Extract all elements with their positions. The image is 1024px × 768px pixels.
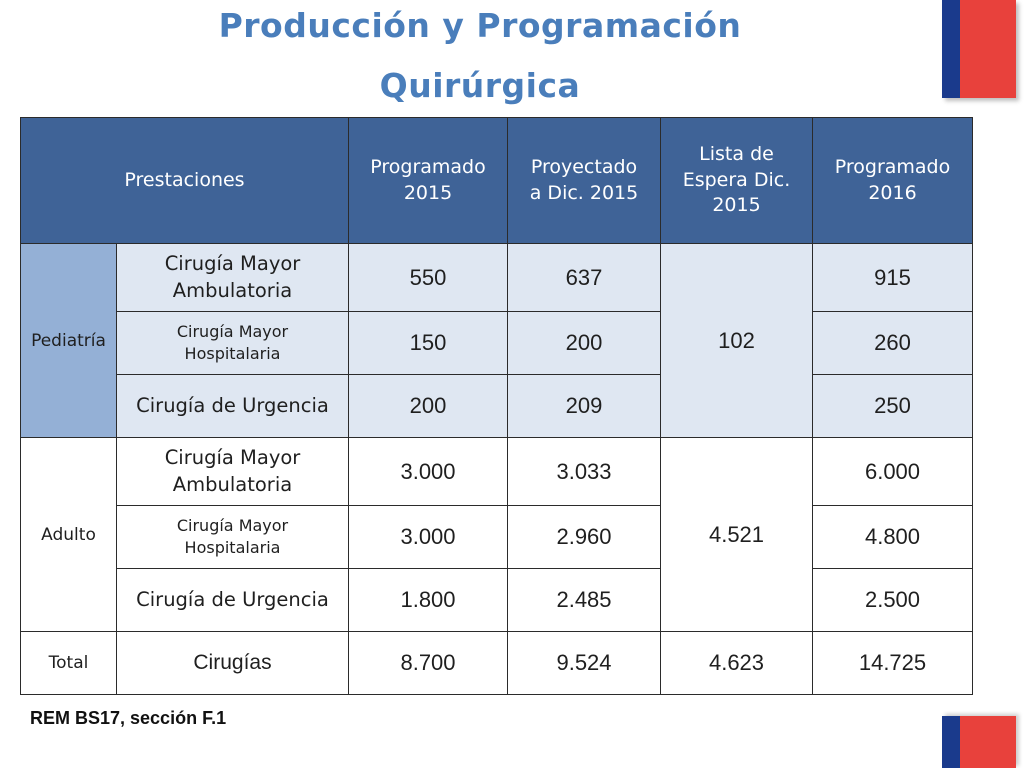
programado-2016-cell: 14.725: [812, 631, 973, 695]
table-row: Cirugía de Urgencia 1.800 2.485 2.500: [21, 568, 973, 632]
programado-2015-cell: 1.800: [348, 568, 508, 632]
prestacion-cell: Cirugía de Urgencia: [116, 374, 349, 438]
group-label-total: Total: [20, 631, 117, 695]
table-row: Cirugía de Urgencia 200 209 250: [21, 374, 973, 438]
header-proyectado: Proyectado a Dic. 2015: [507, 117, 661, 244]
prestacion-cell: Cirugía Mayor Ambulatoria: [116, 437, 349, 506]
programado-2016-cell: 915: [812, 243, 973, 312]
proyectado-cell: 2.485: [507, 568, 661, 632]
proyectado-cell: 209: [507, 374, 661, 438]
lista-espera-cell: 4.521: [660, 437, 813, 632]
proyectado-cell: 637: [507, 243, 661, 312]
proyectado-cell: 2.960: [507, 505, 661, 569]
header-lista-espera: Lista de Espera Dic. 2015: [660, 117, 813, 244]
prestacion-cell: Cirugía de Urgencia: [116, 568, 349, 632]
programado-2016-cell: 250: [812, 374, 973, 438]
programado-2016-cell: 260: [812, 311, 973, 375]
programado-2015-cell: 3.000: [348, 437, 508, 506]
page-title-line-2: Quirúrgica: [379, 66, 581, 105]
table-row: Adulto Cirugía Mayor Ambulatoria 3.000 3…: [20, 437, 973, 632]
programado-2015-cell: 550: [348, 243, 508, 312]
table-header-row: Prestaciones Programado 2015 Proyectado …: [20, 117, 973, 244]
table-row: Cirugía Mayor Hospitalaria 3.000 2.960 4…: [21, 505, 973, 569]
prestacion-cell: Cirugía Mayor Ambulatoria: [116, 243, 349, 312]
chile-flag-top-icon: [942, 0, 1016, 98]
lista-espera-cell: 102: [660, 243, 813, 438]
programado-2015-cell: 8.700: [348, 631, 508, 695]
group-label-adulto: Adulto: [20, 437, 117, 632]
chile-flag-bottom-icon: [942, 716, 1016, 768]
header-programado-2015: Programado 2015: [348, 117, 508, 244]
lista-espera-cell: 4.623: [660, 631, 813, 695]
programado-2015-cell: 150: [348, 311, 508, 375]
prestacion-cell: Cirugías: [116, 631, 349, 695]
production-table: Prestaciones Programado 2015 Proyectado …: [20, 117, 973, 695]
proyectado-cell: 200: [507, 311, 661, 375]
header-prestaciones: Prestaciones: [20, 117, 349, 244]
header-programado-2016: Programado 2016: [812, 117, 973, 244]
table-row: Pediatría Cirugía Mayor Ambulatoria 550 …: [20, 243, 973, 438]
page-title-line-1: Producción y Programación: [218, 6, 742, 45]
proyectado-cell: 9.524: [507, 631, 661, 695]
proyectado-cell: 3.033: [507, 437, 661, 506]
programado-2015-cell: 3.000: [348, 505, 508, 569]
group-label-pediatria: Pediatría: [20, 243, 117, 438]
table-row: Cirugía Mayor Hospitalaria 150 200 260: [21, 311, 973, 375]
programado-2016-cell: 4.800: [812, 505, 973, 569]
prestacion-cell: Cirugía Mayor Hospitalaria: [116, 311, 349, 375]
source-note: REM BS17, sección F.1: [30, 708, 227, 728]
programado-2015-cell: 200: [348, 374, 508, 438]
table-row-total: Total Cirugías 8.700 9.524 4.623 14.725: [20, 631, 973, 695]
programado-2016-cell: 6.000: [812, 437, 973, 506]
prestacion-cell: Cirugía Mayor Hospitalaria: [116, 505, 349, 569]
programado-2016-cell: 2.500: [812, 568, 973, 632]
